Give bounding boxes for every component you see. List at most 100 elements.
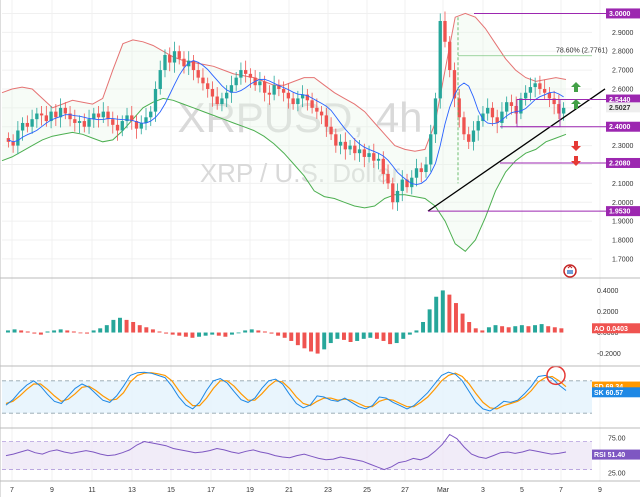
ao-bar	[150, 329, 155, 333]
candle-body	[272, 85, 276, 95]
ao-bar	[170, 332, 175, 335]
candle-body	[505, 102, 509, 112]
ao-bar	[447, 294, 452, 333]
candle-body	[343, 141, 347, 150]
candle-body	[329, 126, 333, 135]
candle-body	[220, 98, 224, 105]
candle-body	[291, 98, 295, 105]
candle-body	[542, 88, 547, 93]
candle-body	[395, 190, 400, 203]
ao-bar	[289, 332, 294, 341]
candle-body	[258, 81, 262, 86]
candle-body	[386, 173, 390, 184]
candle-body	[134, 121, 139, 129]
ao-bar	[276, 332, 281, 336]
candle-body	[77, 121, 82, 123]
stoch-panel	[2, 365, 592, 414]
x-tick-label: 9	[598, 487, 602, 494]
candle-body	[125, 115, 129, 122]
ao-bar	[45, 331, 50, 333]
candle-body	[410, 177, 414, 188]
stoch-d-tag	[592, 381, 640, 392]
ao-bar	[78, 332, 83, 334]
candle-body	[324, 115, 328, 127]
candle-body	[111, 119, 115, 125]
replay-icon[interactable]	[563, 264, 577, 278]
ao-bar	[124, 319, 129, 333]
candle-body	[106, 111, 110, 120]
rsi-tag	[592, 449, 640, 460]
candle-body	[296, 98, 300, 105]
ao-bar	[243, 330, 248, 333]
ao-bar	[111, 319, 116, 333]
candle-body	[547, 92, 552, 99]
ao-bar	[190, 332, 195, 338]
ao-bar	[342, 332, 346, 340]
ao-bar	[6, 330, 10, 333]
candle-body	[73, 119, 77, 123]
level-tag-label: 2.5027	[609, 105, 631, 112]
candle-body	[353, 145, 357, 154]
ao-bar	[157, 331, 162, 333]
stoch-d-line	[5, 372, 567, 410]
stoch-k-tag-label: SK 60.57	[594, 390, 623, 397]
candle-body	[376, 158, 381, 161]
ao-bar	[230, 332, 234, 335]
candle-body	[467, 134, 471, 142]
ao-bar	[25, 331, 30, 333]
ao-bar	[434, 296, 439, 333]
ao-bar	[12, 329, 17, 333]
x-tick-label: 25	[363, 487, 371, 494]
candle-body	[305, 94, 310, 101]
candle-body	[201, 77, 205, 84]
candle-body	[239, 70, 243, 78]
price-tick-label: 1.8000	[612, 238, 634, 245]
x-tick-label: Mar	[437, 487, 450, 494]
candle-body	[35, 113, 39, 120]
candle-body	[552, 98, 556, 105]
candle-body	[433, 98, 438, 135]
candle-body	[30, 119, 34, 127]
ao-bar	[552, 327, 557, 333]
candle-body	[334, 134, 338, 146]
ao-bar	[361, 332, 366, 339]
bollinger-lower-line	[1, 97, 567, 252]
ao-tag-label: AO 0.0403	[594, 326, 628, 333]
axes: 7 9 11 13 15 17 19 21 23 25 27 Mar 3 5 7 9 3.0000 2.9000 2…	[10, 8, 640, 494]
candle-body	[49, 111, 53, 122]
x-tick-label: 15	[167, 487, 175, 494]
level-tag	[606, 206, 640, 217]
ao-bar	[480, 330, 485, 333]
ao-bar	[533, 325, 538, 333]
candle-body	[182, 58, 186, 67]
candle-body	[400, 179, 404, 191]
candle-body	[509, 102, 514, 106]
candle-body	[362, 149, 366, 157]
candle-body	[248, 73, 253, 78]
price-tick-label: 2.8000	[612, 49, 634, 56]
ao-bar	[348, 332, 353, 342]
ao-bar	[381, 332, 386, 341]
candle-body	[424, 164, 428, 173]
x-tick-label: 7	[559, 487, 563, 494]
ao-bar	[493, 325, 498, 333]
x-tick-label: 27	[401, 487, 409, 494]
ao-bar	[164, 332, 169, 334]
candle-body	[16, 130, 20, 146]
ao-bar	[315, 332, 320, 354]
ao-bar	[32, 332, 37, 334]
candle-body	[533, 83, 537, 88]
candle-body	[11, 141, 15, 146]
candle-body	[229, 85, 234, 93]
level-tag	[606, 121, 640, 132]
ao-bar	[216, 332, 221, 336]
candle-body	[158, 70, 162, 89]
candle-body	[39, 113, 44, 116]
x-tick-label: 11	[88, 487, 95, 494]
candle-body	[281, 88, 286, 93]
x-tick-label: 9	[50, 487, 54, 494]
ao-bar	[427, 309, 432, 333]
candle-body	[286, 92, 291, 99]
ao-bar	[210, 332, 215, 335]
